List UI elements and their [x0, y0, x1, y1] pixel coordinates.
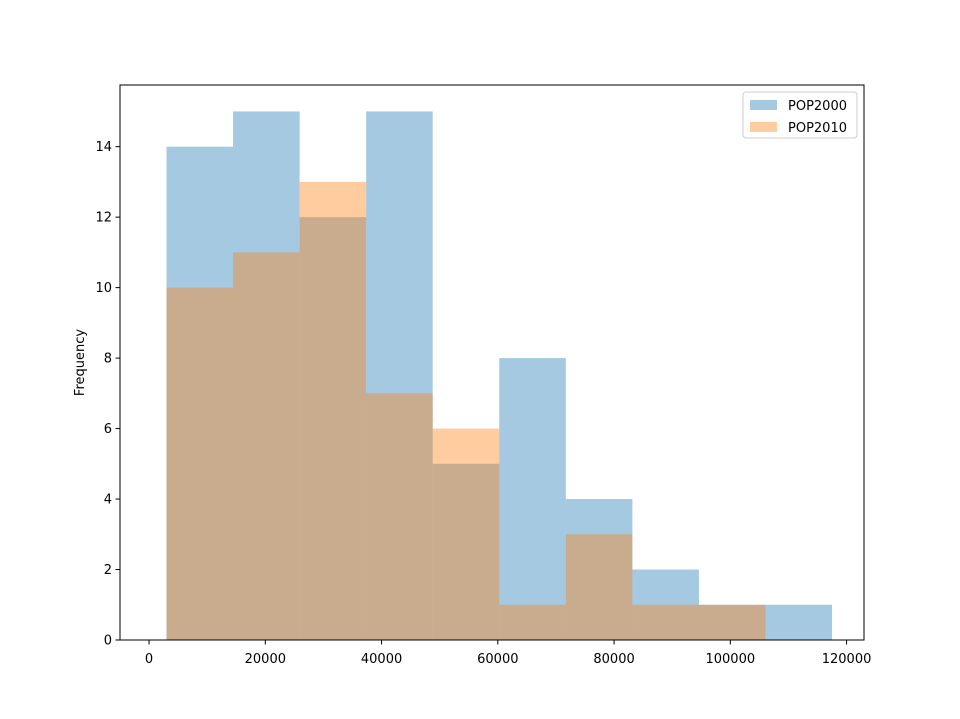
bar-pop2000-2: [299, 217, 367, 640]
bar-pop2010-0: [166, 287, 234, 640]
bar-pop2000-8: [698, 604, 766, 640]
bar-pop2010-5: [499, 604, 566, 640]
y-axis: 0 2 4 6 8 10 12 14: [95, 140, 120, 649]
y-tick-label: 8: [104, 352, 112, 367]
bar-pop2010-2: [299, 181, 367, 640]
bar-pop2000-6: [565, 499, 633, 640]
bar-pop2000-9: [765, 604, 833, 640]
legend-label-pop2000: POP2000: [788, 99, 847, 114]
legend: POP2000 POP2010: [742, 91, 858, 139]
y-tick-label: 12: [95, 211, 112, 226]
bar-pop2000-4: [432, 463, 500, 640]
y-tick-label: 4: [104, 493, 112, 508]
x-tick-label: 120000: [822, 652, 872, 667]
x-tick-label: 80000: [593, 652, 634, 667]
y-axis-label: Frequency: [73, 329, 88, 396]
bar-pop2000-0: [166, 146, 234, 640]
bar-pop2000-1: [233, 111, 300, 640]
x-tick-label: 40000: [361, 652, 402, 667]
bar-pop2000-3: [366, 111, 433, 640]
x-tick-label: 0: [145, 652, 153, 667]
legend-label-pop2010: POP2010: [788, 121, 847, 136]
bars-layer: [166, 111, 833, 640]
legend-swatch-pop2000: [750, 100, 777, 110]
y-tick-label: 0: [104, 634, 112, 649]
y-tick-label: 2: [104, 563, 112, 578]
y-tick-label: 6: [104, 422, 112, 437]
bar-pop2010-7: [632, 604, 699, 640]
bar-pop2010-8: [698, 604, 766, 640]
bar-pop2010-6: [565, 534, 633, 640]
legend-box: [742, 91, 858, 139]
bar-pop2010-3: [366, 393, 433, 640]
x-tick-label: 60000: [477, 652, 518, 667]
bar-pop2000-7: [632, 569, 699, 640]
x-axis: 0 20000 40000 60000 80000 100000 120000: [145, 640, 871, 667]
bar-pop2000-5: [499, 358, 566, 640]
bar-pop2010-1: [233, 252, 300, 640]
y-tick-label: 14: [95, 140, 112, 155]
plot-frame: [119, 84, 865, 641]
x-tick-label: 20000: [245, 652, 286, 667]
legend-swatch-pop2010: [750, 122, 777, 132]
x-tick-label: 100000: [705, 652, 755, 667]
y-tick-label: 10: [95, 281, 112, 296]
bar-pop2010-4: [432, 428, 500, 640]
